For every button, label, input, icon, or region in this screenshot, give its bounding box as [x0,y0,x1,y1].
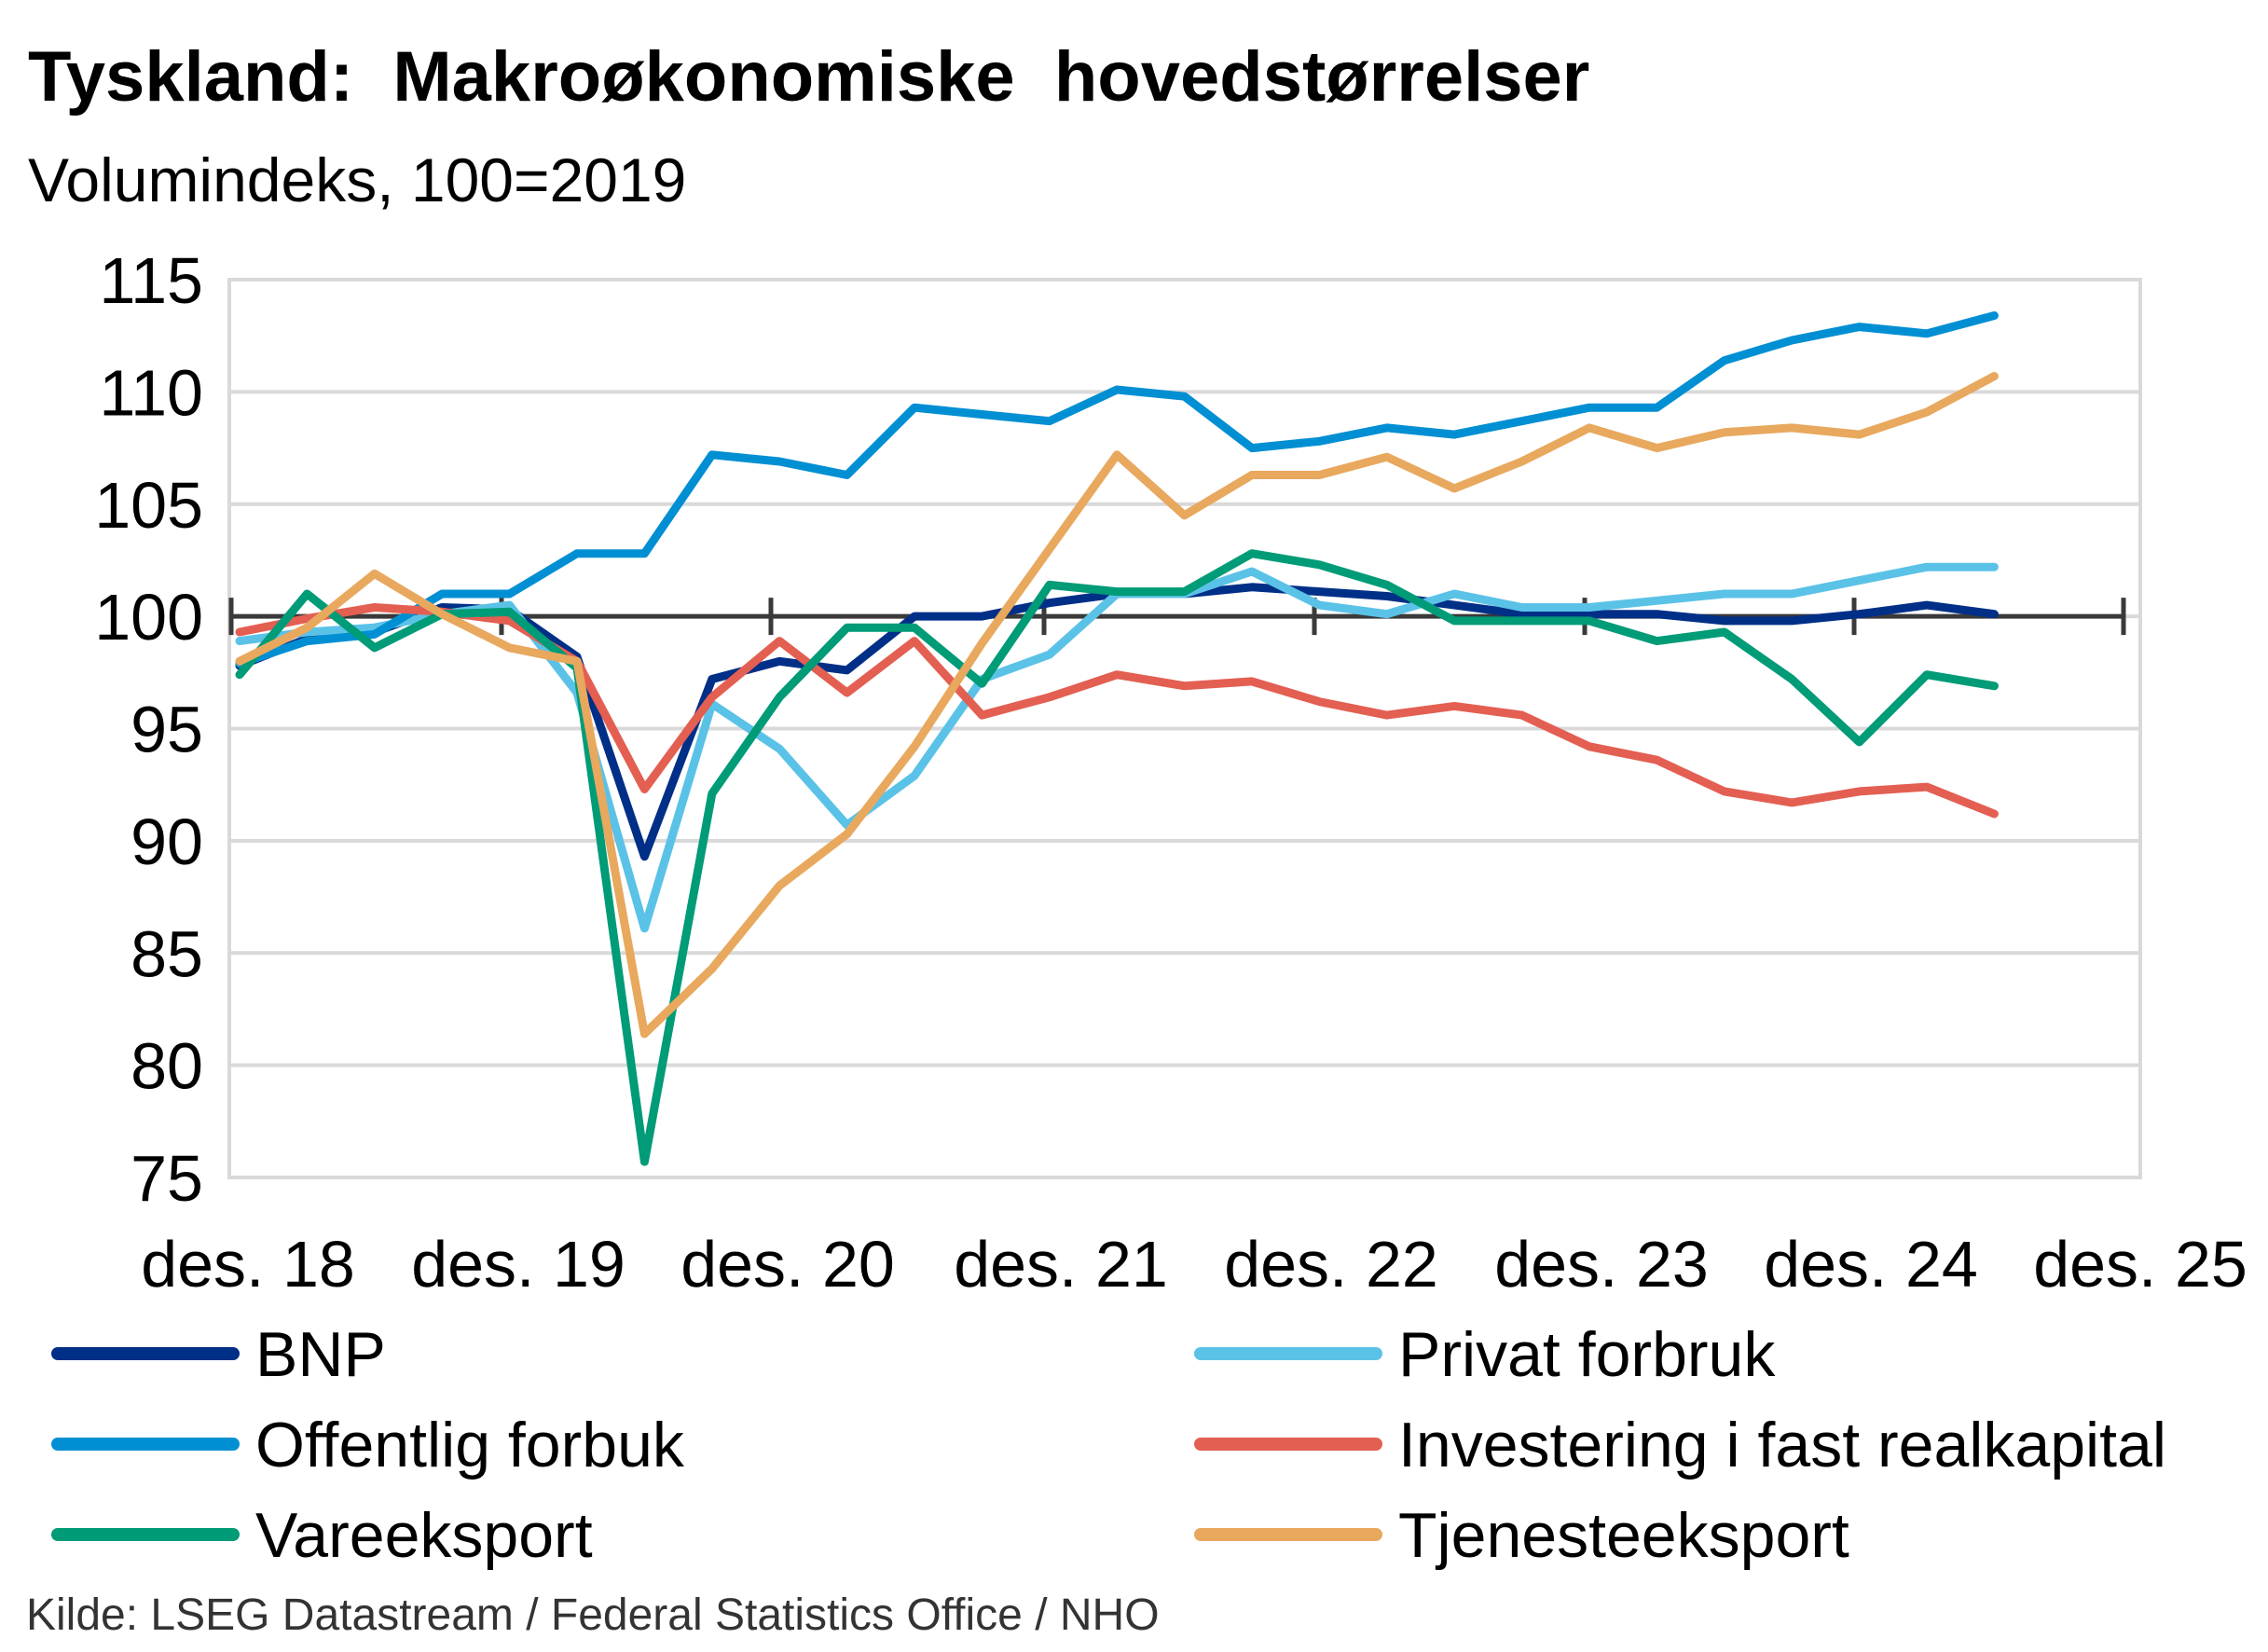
y-tick-label: 110 [99,356,203,429]
x-tick-label: des. 20 [680,1228,895,1301]
legend-label: Tjenesteeksport [1398,1500,1849,1571]
series-line-tjenesteeksport [235,372,1999,1039]
y-tick-label: 80 [131,1030,203,1103]
y-tick-label: 85 [131,917,203,990]
legend-item: BNP [51,1319,386,1390]
x-tick-label: des. 23 [1494,1228,1709,1301]
x-tick-label: des. 18 [141,1228,355,1301]
legend-item: Tjenesteeksport [1194,1500,1849,1571]
y-tick-label: 95 [131,694,203,766]
legend-label: Investering i fast realkapital [1398,1410,2166,1480]
y-tick-label: 105 [94,469,203,542]
legend-item: Privat forbruk [1194,1319,1776,1390]
legend-label: Vareeksport [255,1500,593,1571]
series-lines [235,311,1999,1166]
source-note: Kilde: LSEG Datastream / Federal Statist… [26,1590,1160,1640]
legend-item: Vareeksport [51,1500,593,1571]
series-line-offentlig-forbuk [235,311,1999,668]
chart-title: Tyskland: Makroøkonomiske hovedstørrelse… [28,37,1589,117]
plot-area-border [227,278,2142,1179]
x-tick-label: des. 19 [411,1228,625,1301]
y-tick-label: 100 [94,581,203,654]
legend-label: Privat forbruk [1398,1319,1776,1390]
legend-label: BNP [255,1319,386,1390]
chart-subtitle: Volumindeks, 100=2019 [28,145,686,214]
legend-item: Offentlig forbuk [51,1410,685,1480]
x-tick-label: des. 22 [1224,1228,1438,1301]
x-tick-label: des. 21 [954,1228,1168,1301]
legend-label: Offentlig forbuk [255,1410,685,1480]
y-tick-label: 90 [131,805,203,878]
x-axis-tick-labels: des. 18 des. 19 des. 20 des. 21 des. 22 des. … [141,1228,2247,1301]
legend-item: Investering i fast realkapital [1194,1410,2166,1480]
x-tick-label: des. 24 [1764,1228,1978,1301]
y-tick-label: 75 [131,1142,203,1215]
gridlines [229,278,2140,1179]
y-tick-label: 115 [99,244,203,317]
legend: BNP Privat forbruk Offentlig forbuk Investe… [51,1319,2166,1571]
y-axis-tick-labels: 115 110 105 100 95 90 85 80 75 [94,244,203,1215]
series-line-vareeksport [235,549,1999,1166]
x-tick-label: des. 25 [2033,1228,2247,1301]
